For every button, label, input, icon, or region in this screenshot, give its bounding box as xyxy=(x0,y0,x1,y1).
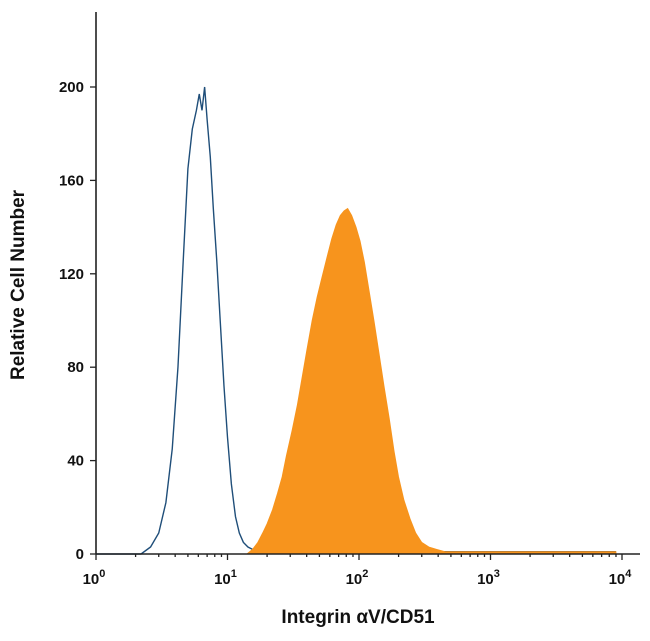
y-tick-label: 0 xyxy=(76,546,84,563)
x-axis-title: Integrin αV/CD51 xyxy=(281,607,435,628)
y-ticks: 0 40 80 120 160 200 xyxy=(59,79,96,563)
y-tick-label: 80 xyxy=(67,359,84,376)
x-tick-label: 101 xyxy=(214,568,237,588)
x-tick-label: 102 xyxy=(346,568,369,588)
series-layer xyxy=(96,86,617,555)
y-axis-title: Relative Cell Number xyxy=(8,189,29,380)
y-tick-label: 200 xyxy=(59,79,84,96)
y-tick-label: 120 xyxy=(59,266,84,283)
x-tick-label: 100 xyxy=(83,568,106,588)
x-ticks: 100 101 102 103 104 xyxy=(83,554,633,588)
series-filled-histogram xyxy=(96,207,617,555)
x-tick-label: 103 xyxy=(477,568,500,588)
y-tick-label: 160 xyxy=(59,172,84,189)
x-tick-label: 104 xyxy=(609,568,633,588)
y-tick-label: 40 xyxy=(67,453,84,470)
